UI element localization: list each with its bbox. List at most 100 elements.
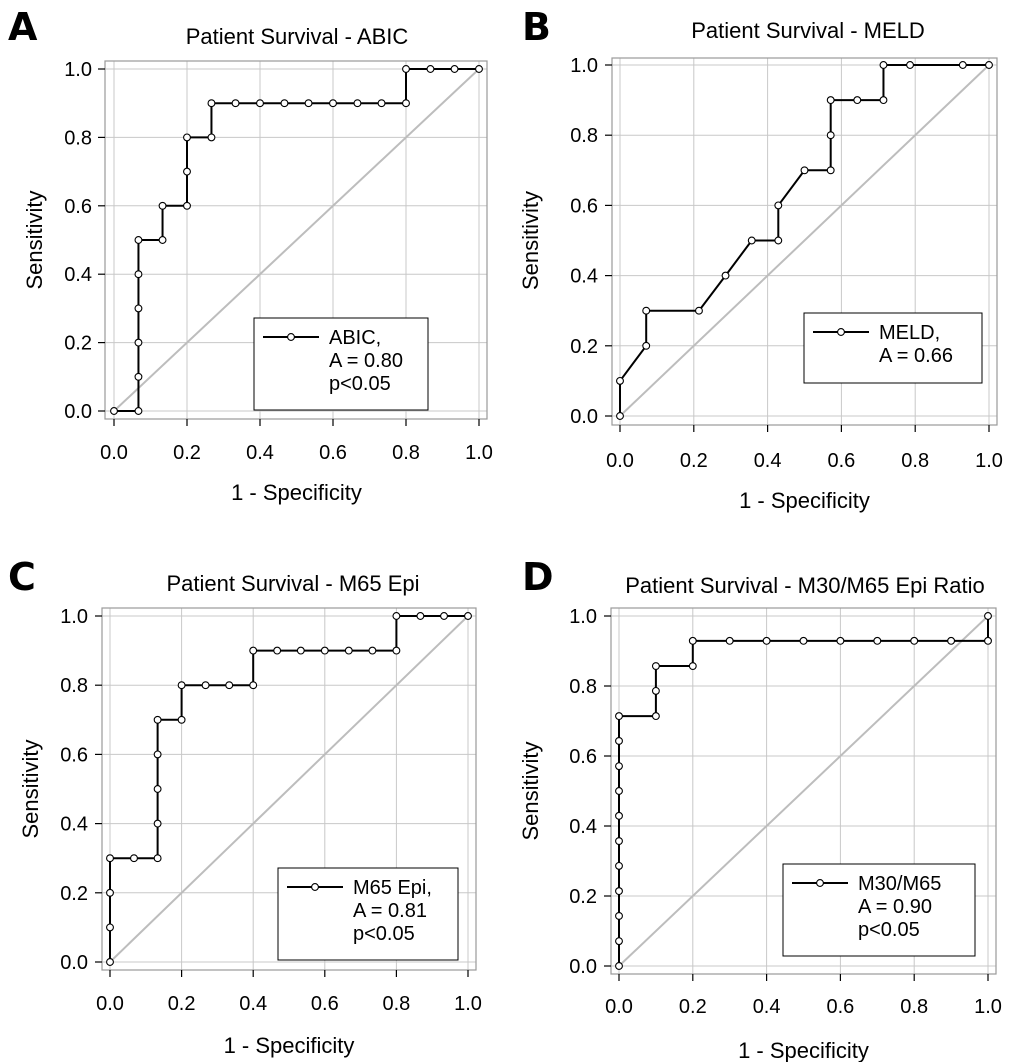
roc-point — [826, 96, 835, 105]
plot-frame — [104, 60, 488, 420]
roc-curve-line — [114, 68, 479, 412]
roc-point — [826, 166, 835, 175]
y-tick-label: 0.6 — [60, 744, 88, 766]
roc-point — [642, 341, 651, 350]
x-tick-label: 1.0 — [975, 450, 1003, 472]
roc-point — [106, 958, 114, 966]
legend-box — [253, 317, 429, 411]
panel-letter: A — [8, 5, 38, 49]
y-tick-label: 0.6 — [570, 195, 598, 217]
legend: ABIC,A = 0.80p<0.05 — [253, 317, 429, 411]
roc-point — [615, 861, 623, 870]
x-tick-label: 1.0 — [974, 996, 1002, 1018]
roc-point — [392, 646, 401, 655]
legend-text: ABIC, — [329, 327, 381, 349]
legend-text: MELD, — [879, 322, 940, 344]
roc-point — [249, 681, 258, 690]
x-tick-label: 0.6 — [311, 993, 339, 1015]
x-tick-label: 0.6 — [319, 442, 347, 464]
roc-point — [475, 65, 483, 73]
roc-point — [774, 201, 783, 210]
roc-point — [106, 854, 114, 863]
y-tick-label: 0.2 — [64, 333, 92, 355]
roc-point — [106, 923, 114, 932]
x-tick-label: 1.0 — [465, 442, 493, 464]
y-tick-label: 0.8 — [64, 127, 92, 149]
roc-point — [153, 750, 162, 759]
x-tick-label: 0.0 — [96, 993, 124, 1015]
legend-text: A = 0.81 — [353, 900, 427, 922]
roc-point — [615, 887, 623, 896]
roc-point — [353, 99, 362, 108]
roc-point — [615, 937, 623, 946]
roc-point — [134, 407, 143, 415]
roc-point — [616, 376, 624, 385]
plot-frame — [610, 607, 997, 975]
roc-point — [651, 712, 660, 721]
y-tick-label: 1.0 — [60, 606, 88, 628]
legend-text: M30/M65 — [858, 873, 941, 895]
y-tick-label: 0.0 — [569, 956, 597, 978]
roc-point — [947, 636, 956, 645]
roc-point — [177, 681, 186, 690]
roc-point — [426, 65, 435, 73]
roc-point — [642, 306, 651, 315]
plot-frame — [611, 57, 998, 426]
roc-point — [344, 646, 353, 655]
chart-title: Patient Survival - M30/M65 Epi Ratio — [625, 573, 985, 598]
x-tick-label: 0.2 — [679, 996, 707, 1018]
roc-point — [688, 662, 697, 670]
roc-point — [450, 65, 459, 73]
roc-point — [183, 167, 191, 176]
legend-text: p<0.05 — [858, 919, 920, 941]
x-tick-label: 0.0 — [606, 450, 634, 472]
roc-point — [695, 306, 703, 315]
x-axis-label: 1 - Specificity — [224, 1033, 355, 1058]
y-tick-label: 0.8 — [570, 125, 598, 147]
roc-point — [231, 99, 240, 108]
y-tick-label: 0.4 — [569, 816, 597, 838]
y-tick-label: 0.2 — [60, 883, 88, 905]
roc-point — [377, 99, 386, 108]
panel-letter: D — [522, 555, 554, 599]
x-tick-label: 0.0 — [605, 996, 633, 1018]
roc-point — [826, 131, 835, 140]
roc-point — [249, 646, 258, 655]
y-axis-label: Sensitivity — [518, 191, 543, 290]
roc-point — [304, 99, 313, 108]
roc-point — [296, 646, 305, 655]
legend-text: A = 0.90 — [858, 896, 932, 918]
legend-text: p<0.05 — [329, 373, 391, 395]
legend-text: p<0.05 — [353, 923, 415, 945]
y-tick-label: 1.0 — [64, 59, 92, 81]
roc-point — [183, 201, 191, 210]
roc-point — [651, 686, 660, 695]
roc-point — [651, 662, 660, 670]
x-axis-label: 1 - Specificity — [738, 1038, 869, 1062]
y-axis-label: Sensitivity — [518, 741, 543, 840]
roc-point — [320, 646, 329, 655]
roc-point — [615, 911, 623, 920]
x-tick-label: 0.0 — [100, 442, 128, 464]
roc-point — [879, 61, 888, 69]
legend-box — [782, 863, 976, 957]
roc-point — [873, 636, 882, 645]
roc-point — [615, 837, 623, 845]
roc-point — [416, 612, 425, 620]
roc-point — [153, 819, 162, 828]
legend: MELD,A = 0.66 — [803, 312, 983, 384]
y-tick-label: 0.4 — [570, 266, 598, 288]
roc-point — [402, 99, 410, 108]
legend-text: A = 0.80 — [329, 350, 403, 372]
panel-a: A Patient Survival - ABIC 0.0 0.2 0.4 0.6 0.8 1… — [8, 5, 493, 505]
roc-point — [615, 762, 623, 771]
roc-point — [688, 636, 697, 645]
x-tick-label: 1.0 — [454, 993, 482, 1015]
panel-letter: C — [8, 555, 36, 599]
roc-point — [158, 201, 167, 210]
roc-point — [134, 338, 143, 347]
roc-point — [329, 99, 337, 108]
roc-point — [799, 636, 808, 645]
y-tick-label: 0.4 — [60, 814, 88, 836]
chart-title: Patient Survival - M65 Epi — [166, 571, 419, 596]
